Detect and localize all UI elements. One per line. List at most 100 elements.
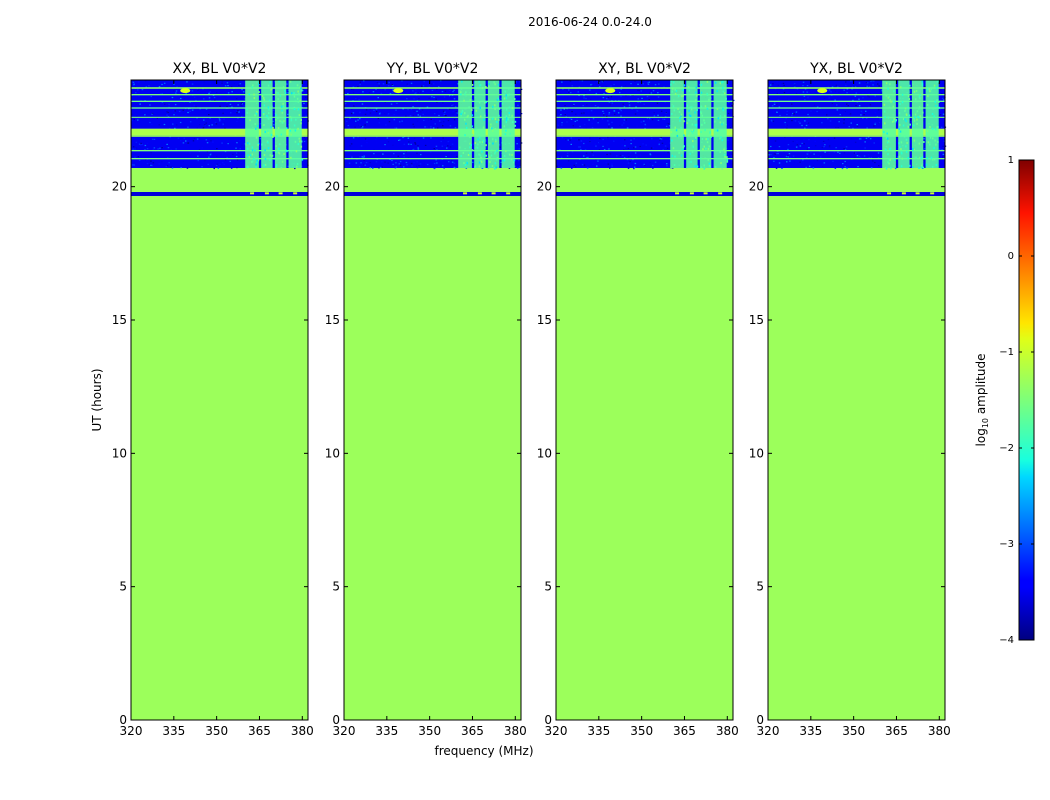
noise-pixel xyxy=(406,102,409,104)
noise-pixel xyxy=(395,127,398,129)
rfi-pixel xyxy=(720,136,722,139)
rfi-pixel xyxy=(479,115,482,118)
noise-pixel xyxy=(620,88,622,90)
noise-pixel xyxy=(665,112,668,114)
hotspot xyxy=(393,88,404,94)
noise-pixel xyxy=(605,109,608,111)
noise-pixel xyxy=(837,86,839,88)
noise-pixel xyxy=(182,109,184,111)
noise-pixel xyxy=(808,165,811,167)
rfi-pixel xyxy=(255,166,257,169)
noise-pixel xyxy=(354,104,356,106)
rfi-pixel xyxy=(301,158,304,161)
rfi-pixel xyxy=(921,82,924,85)
noise-pixel xyxy=(351,112,353,115)
rfi-pixel xyxy=(512,161,515,164)
noise-pixel xyxy=(158,124,160,126)
noise-pixel xyxy=(413,137,416,139)
noise-pixel xyxy=(568,91,570,93)
rfi-pixel xyxy=(700,83,703,86)
noise-pixel xyxy=(786,110,788,112)
noise-pixel xyxy=(442,137,444,139)
noise-pixel xyxy=(415,92,417,94)
noise-pixel xyxy=(443,113,445,116)
rfi-pixel xyxy=(293,95,296,98)
noise-pixel xyxy=(640,90,642,92)
noise-pixel xyxy=(633,147,635,149)
noise-pixel xyxy=(412,90,414,92)
noise-pixel xyxy=(592,85,594,87)
rfi-pixel xyxy=(890,167,892,170)
rfi-pixel xyxy=(478,165,481,168)
rfi-pixel xyxy=(692,129,695,132)
noise-pixel xyxy=(823,162,826,164)
noise-pixel xyxy=(366,165,368,167)
noise-pixel xyxy=(867,154,870,156)
noise-pixel xyxy=(862,97,864,99)
noise-pixel xyxy=(379,166,382,169)
noise-pixel xyxy=(240,104,242,106)
rfi-pixel xyxy=(475,109,478,112)
noise-pixel xyxy=(611,102,614,104)
noise-pixel xyxy=(791,103,793,105)
noise-pixel xyxy=(395,114,397,116)
bright-row-8 xyxy=(556,116,733,118)
noise-pixel xyxy=(273,157,276,159)
noise-pixel xyxy=(449,89,451,92)
rfi-pixel xyxy=(681,95,683,98)
noise-pixel xyxy=(633,138,635,140)
noise-pixel xyxy=(182,161,184,163)
noise-pixel xyxy=(578,146,580,148)
rfi-pixel xyxy=(246,166,248,169)
rfi-pixel xyxy=(680,126,682,129)
rfi-pixel xyxy=(898,142,900,145)
noise-pixel xyxy=(622,103,624,105)
noise-pixel xyxy=(168,106,170,108)
noise-pixel xyxy=(645,94,647,96)
noise-pixel xyxy=(611,163,613,165)
noise-pixel xyxy=(189,121,192,123)
noise-pixel xyxy=(344,110,346,112)
noise-pixel xyxy=(486,152,489,154)
rfi-pixel xyxy=(908,114,911,117)
noise-pixel xyxy=(858,127,860,129)
noise-pixel xyxy=(351,108,353,111)
noise-pixel xyxy=(625,95,627,97)
rfi-band-2 xyxy=(274,80,287,168)
noise-pixel xyxy=(923,138,925,140)
noise-pixel xyxy=(394,167,397,169)
noise-pixel xyxy=(404,105,407,107)
rfi-pixel xyxy=(479,141,481,144)
noise-pixel xyxy=(664,145,667,147)
noise-pixel xyxy=(226,95,229,98)
rfi-pixel xyxy=(300,119,302,121)
rfi-pixel xyxy=(677,94,680,97)
noise-pixel xyxy=(827,139,830,141)
noise-pixel xyxy=(360,145,363,147)
noise-pixel xyxy=(608,113,610,115)
noise-pixel xyxy=(378,167,380,169)
x-tick-label: 350 xyxy=(842,724,865,738)
noise-pixel xyxy=(144,80,147,82)
noise-pixel xyxy=(451,104,453,107)
rfi-pixel xyxy=(883,110,886,113)
noise-pixel xyxy=(355,120,357,122)
rfi-pixel xyxy=(883,103,886,106)
noise-pixel xyxy=(839,114,841,116)
noise-pixel xyxy=(238,140,241,142)
noise-pixel xyxy=(499,146,501,148)
rfi-pixel xyxy=(514,124,516,127)
noise-pixel xyxy=(472,143,474,145)
noise-pixel xyxy=(590,84,592,86)
rfi-pixel xyxy=(289,129,292,132)
noise-pixel xyxy=(204,124,206,126)
noise-pixel xyxy=(354,159,357,161)
rfi-pixel xyxy=(929,143,931,146)
hotspot xyxy=(605,88,616,94)
noise-pixel xyxy=(569,139,571,141)
noise-pixel xyxy=(640,96,643,98)
noise-pixel xyxy=(167,111,169,114)
noise-pixel xyxy=(137,156,140,158)
rfi-pixel xyxy=(281,111,284,114)
